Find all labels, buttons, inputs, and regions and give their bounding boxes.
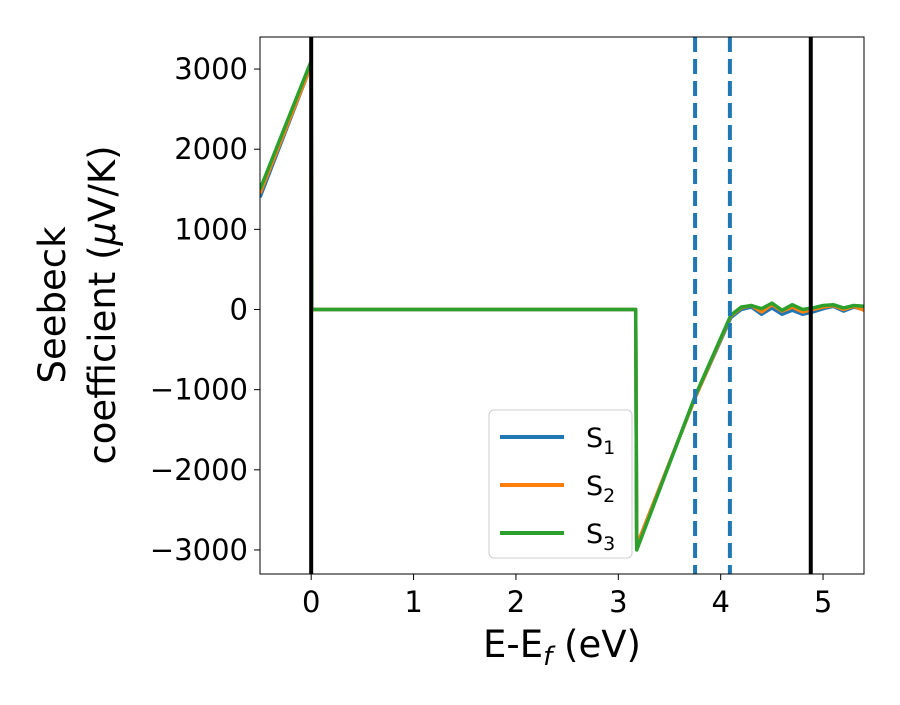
y-tick-label: 1000 [174, 212, 248, 246]
legend-label-s1: S1 [586, 423, 615, 459]
y-tick-label: 2000 [174, 132, 248, 166]
y-axis-title-line1: Seebeck [31, 226, 74, 384]
axis-ticks: 0 1 2 3 4 5 3000 2000 1000 0 −1000 −2000 −3000 [150, 52, 832, 619]
plot-frame [259, 36, 865, 575]
legend: S1 S2 S3 [488, 409, 633, 559]
y-axis-title: Seebeck coefficient (μV/K) [31, 145, 124, 464]
y-tick-label: 0 [230, 293, 248, 327]
legend-label-s3: S3 [586, 519, 615, 555]
plot-area [260, 37, 864, 574]
x-tick-label: 2 [507, 585, 525, 619]
y-tick-label: 3000 [174, 52, 248, 86]
x-tick-label: 3 [609, 585, 627, 619]
y-tick-label: −2000 [150, 453, 248, 487]
y-tick-label: −1000 [150, 373, 248, 407]
legend-label-s2: S2 [586, 471, 615, 507]
x-tick-label: 1 [404, 585, 422, 619]
x-tick-label: 4 [711, 585, 729, 619]
x-axis-title: E-Ef (eV) [483, 623, 641, 672]
y-tick-label: −3000 [150, 533, 248, 567]
y-axis-title-line2: coefficient (μV/K) [81, 145, 124, 464]
x-tick-label: 0 [302, 585, 320, 619]
x-tick-label: 5 [814, 585, 832, 619]
series-line-s3 [260, 59, 864, 552]
